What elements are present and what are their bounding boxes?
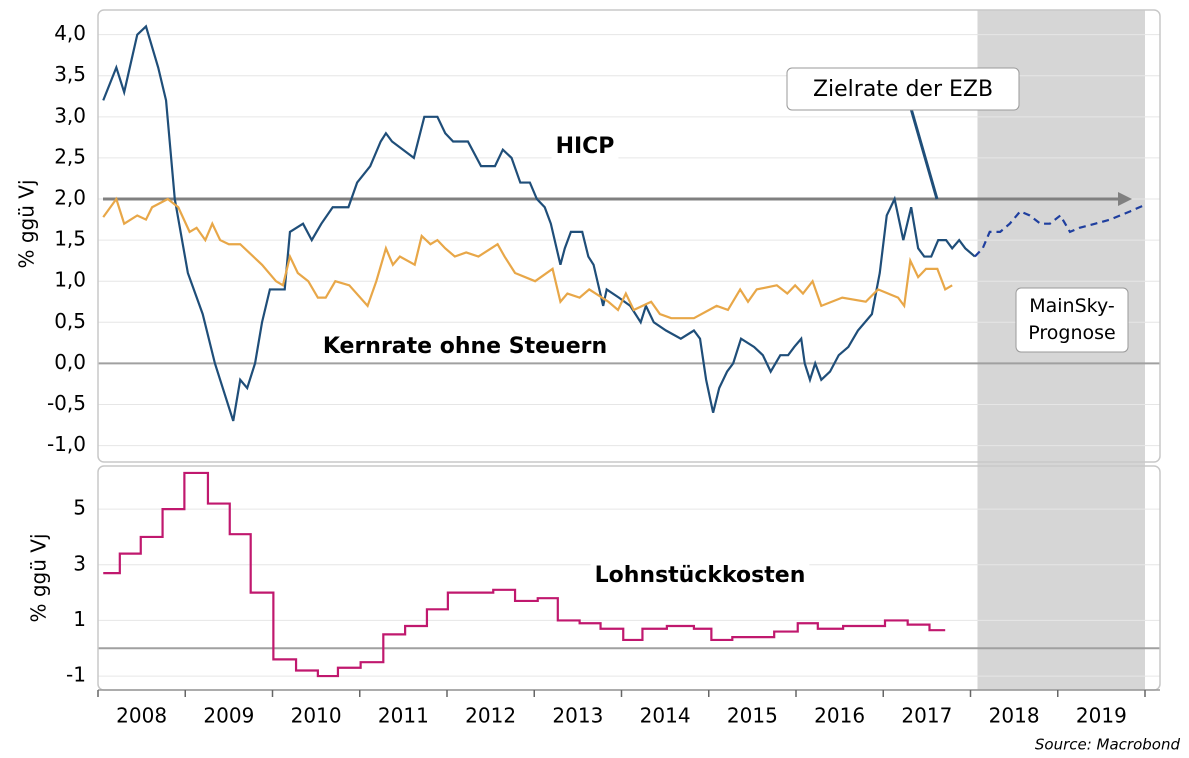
y-tick-label: -0,5	[47, 391, 86, 415]
y-axis-label: % ggü Vj	[27, 533, 51, 622]
forecast-label: MainSky- Prognose	[1028, 295, 1115, 344]
callout-line	[908, 104, 939, 200]
y-tick-label: 3,5	[54, 62, 86, 86]
series-line	[102, 24, 976, 422]
series-line	[103, 471, 946, 678]
x-tick-label: 2017	[901, 704, 952, 728]
y-tick-label: 5	[73, 496, 86, 520]
y-tick-label: 2,0	[54, 186, 86, 210]
reference-arrowhead	[1118, 192, 1132, 207]
source: Source: Macrobond	[1035, 736, 1181, 754]
x-tick-label: 2011	[378, 704, 429, 728]
y-tick-label: 2,5	[54, 144, 86, 168]
series-label-bg	[590, 563, 810, 588]
y-axis-label: % ggü Vj	[15, 179, 39, 268]
series-label-bg	[551, 134, 619, 159]
y-tick-label: 1,0	[54, 268, 86, 292]
y-tick-label: 4,0	[54, 21, 86, 45]
forecast-label-line: MainSky-	[1029, 295, 1115, 317]
series-label: HICP	[556, 134, 615, 159]
x-tick-label: 2018	[989, 704, 1040, 728]
y-tick-label: 0,5	[54, 309, 86, 333]
y-tick-label: 3,0	[54, 103, 86, 127]
y-tick-label: 1,5	[54, 227, 86, 251]
y-tick-label: 0,0	[54, 350, 86, 374]
callout-box	[786, 67, 1020, 111]
series-line	[974, 204, 1144, 258]
x-tick-label: 2008	[116, 704, 167, 728]
x-tick-label: 2014	[640, 704, 691, 728]
series-label: Lohnstückkosten	[595, 563, 806, 588]
x-tick-label: 2015	[727, 704, 778, 728]
y-tick-label: 1	[73, 607, 86, 631]
series-label-bg	[318, 334, 612, 359]
x-tick-label: 2013	[552, 704, 603, 728]
y-tick-label: -1	[66, 663, 86, 687]
x-tick-label: 2012	[465, 704, 516, 728]
x-tick-label: 2016	[814, 704, 865, 728]
forecast-label-line: Prognose	[1028, 322, 1115, 344]
y-tick-label: 3	[73, 551, 86, 575]
reference-label: Zielrate der EZB	[813, 77, 993, 102]
series-line	[102, 196, 953, 320]
series-label: Kernrate ohne Steuern	[323, 334, 607, 359]
panel-frame	[97, 9, 1161, 463]
y-tick-label: -1,0	[47, 432, 86, 456]
forecast-label-box	[1015, 287, 1129, 353]
x-tick-label: 2009	[203, 704, 254, 728]
x-tick-label: 2010	[291, 704, 342, 728]
x-tick-label: 2019	[1076, 704, 1127, 728]
